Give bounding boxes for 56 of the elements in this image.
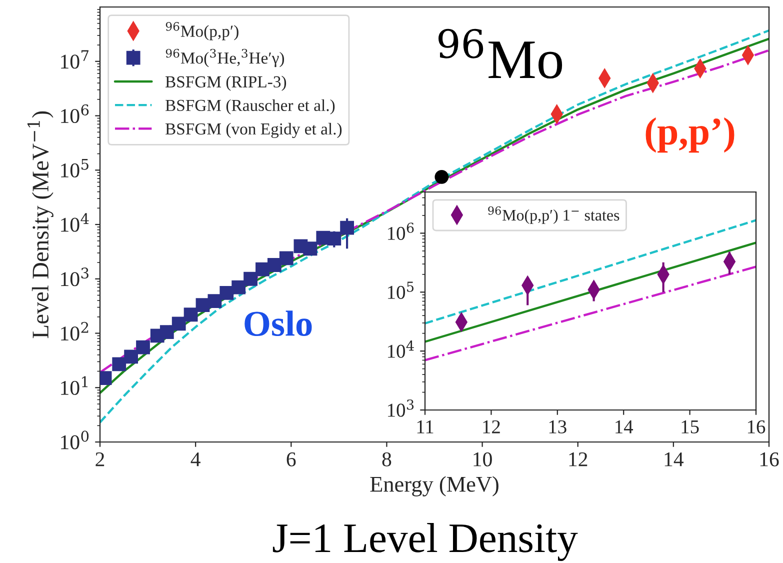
- x-tick-label: 12: [483, 420, 500, 434]
- annotation: Oslo: [244, 310, 312, 336]
- point: [208, 294, 222, 308]
- point: [340, 220, 354, 235]
- legend-label: BSFGM (RIPL-3): [165, 76, 286, 91]
- point: [327, 232, 342, 246]
- x-tick-label: 10: [474, 452, 492, 466]
- point: [160, 325, 174, 340]
- y-tick-label: 10$^{3}$: [388, 399, 414, 417]
- point: [267, 258, 282, 272]
- x-tick-label: 11: [417, 420, 434, 434]
- point: [124, 350, 138, 364]
- point: [434, 170, 449, 184]
- text: J=1 Level Density: [272, 523, 578, 561]
- y-tick-label: 10$^{6}$: [388, 222, 414, 240]
- x-tick-label: 14: [616, 420, 634, 434]
- point: [172, 316, 186, 331]
- point: [232, 280, 246, 294]
- point: [256, 262, 270, 276]
- x-tick-label: 16: [760, 452, 779, 466]
- point: [303, 242, 318, 256]
- x-tick-label: 14: [664, 452, 684, 466]
- point: [220, 286, 234, 300]
- y-tick-label: 10$^{5}$: [388, 282, 414, 299]
- y-tick-label: 10$^{7}$: [61, 50, 88, 69]
- y-tick-label: 10$^{1}$: [61, 376, 88, 395]
- x-tick-label: 16: [748, 420, 766, 434]
- y-tick-label: 10$^{6}$: [61, 104, 89, 124]
- legend-label: $^{96}$Mo(p,p′) 1$^{−}$ states: [488, 206, 620, 224]
- point: [196, 298, 210, 312]
- x-tick-label: 12: [569, 452, 588, 466]
- x-tick-label: 13: [549, 420, 566, 434]
- x-tick-label: 6: [286, 452, 296, 466]
- y-tick-label: 10$^{5}$: [61, 159, 88, 178]
- legend-label: $^{96}$Mo($^{3}$He,$^{3}$He′γ): [166, 48, 284, 68]
- point: [244, 272, 258, 286]
- y-tick-label: 10$^{4}$: [388, 340, 414, 358]
- point: [184, 308, 198, 322]
- point: [112, 357, 126, 372]
- annotation: (p,p’): [646, 117, 734, 153]
- legend-label: BSFGM (Rauscher et al.): [165, 99, 335, 114]
- x-axis-title: Energy (MeV): [370, 476, 498, 496]
- y-tick-label: 10$^{2}$: [61, 322, 88, 341]
- x-tick-label: 4: [190, 452, 200, 466]
- legend-label: BSFGM (von Egidy et al.): [165, 122, 342, 138]
- legend-label: $^{96}$Mo(p,p′): [166, 22, 238, 40]
- x-tick-label: 15: [682, 420, 699, 434]
- x-tick-label: 8: [382, 452, 392, 466]
- annotation: $^{96}$Mo: [438, 28, 562, 79]
- y-tick-label: 10$^{3}$: [61, 268, 88, 286]
- point: [279, 251, 294, 266]
- y-tick-label: 10$^{0}$: [61, 430, 89, 450]
- point: [136, 340, 150, 354]
- y-axis-title: Level Density (MeV$^{−1}$): [27, 111, 54, 338]
- x-tick-label: 2: [96, 452, 104, 466]
- y-tick-label: 10$^{4}$: [61, 213, 89, 232]
